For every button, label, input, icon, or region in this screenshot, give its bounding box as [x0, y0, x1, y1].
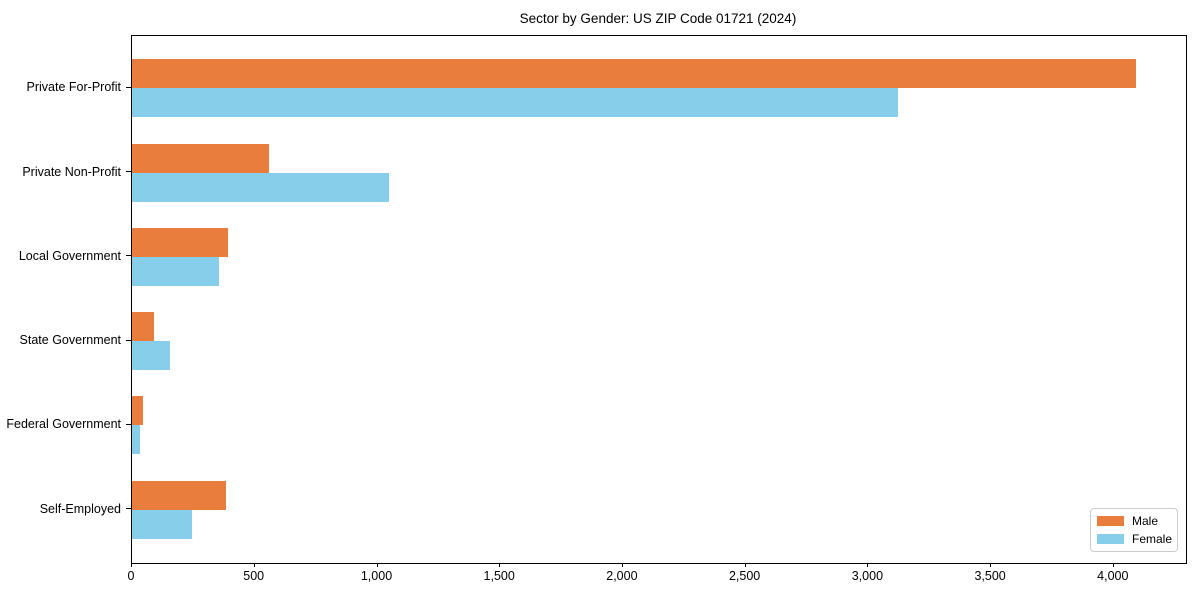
legend-swatch-male [1097, 516, 1124, 526]
bar-male-private-for-profit [132, 59, 1136, 89]
bar-female-self-employed [132, 509, 193, 539]
y-label-state-government: State Government [19, 333, 121, 347]
y-tick-local-government [126, 255, 131, 257]
legend-label-male: Male [1132, 514, 1159, 528]
y-tick-state-government [126, 339, 131, 341]
bar-female-federal-government [132, 425, 140, 455]
y-tick-private-non-profit [126, 171, 131, 172]
bar-female-private-for-profit [132, 88, 898, 118]
x-tick-label-0: 0 [127, 569, 135, 583]
x-tick-1500 [499, 563, 501, 567]
y-tick-federal-government [126, 423, 131, 425]
x-tick-500 [253, 563, 255, 567]
bar-male-private-non-profit [132, 143, 270, 173]
bar-male-local-government [132, 227, 228, 257]
x-tick-label-2500: 2,500 [728, 569, 761, 583]
x-tick-label-1000: 1,000 [360, 569, 393, 583]
legend-swatch-female [1097, 534, 1124, 544]
plot-area [131, 35, 1187, 564]
y-label-federal-government: Federal Government [6, 417, 121, 432]
x-tick-2000 [621, 563, 623, 567]
legend-entry-female: Female [1097, 532, 1173, 546]
bar-male-self-employed [132, 480, 227, 510]
legend: Male Female [1090, 508, 1178, 552]
bar-male-state-government [132, 312, 155, 342]
x-tick-3500 [990, 563, 992, 567]
bar-female-state-government [132, 341, 170, 371]
x-tick-label-3000: 3,000 [851, 569, 884, 583]
x-tick-label-3500: 3,500 [974, 569, 1006, 583]
y-tick-private-for-profit [126, 86, 131, 88]
y-label-private-for-profit: Private For-Profit [26, 80, 121, 95]
legend-label-female: Female [1132, 532, 1173, 546]
x-tick-label-1500: 1,500 [483, 569, 515, 583]
bar-female-private-non-profit [132, 172, 389, 202]
y-label-self-employed: Self-Employed [39, 501, 121, 516]
x-tick-label-4000: 4,000 [1097, 569, 1129, 583]
x-tick-2500 [744, 563, 746, 567]
chart-title: Sector by Gender: US ZIP Code 01721 (202… [519, 11, 797, 26]
x-tick-1000 [376, 563, 378, 567]
y-label-private-non-profit: Private Non-Profit [22, 164, 121, 179]
bar-female-local-government [132, 256, 219, 286]
bar-male-federal-government [132, 396, 144, 426]
x-tick-label-500: 500 [243, 569, 265, 583]
legend-entry-male: Male [1097, 514, 1171, 528]
x-tick-4000 [1112, 563, 1114, 567]
x-tick-label-2000: 2,000 [606, 569, 638, 583]
x-tick-0 [131, 563, 132, 567]
x-tick-3000 [867, 563, 869, 567]
y-label-local-government: Local Government [18, 248, 121, 263]
y-tick-self-employed [126, 508, 131, 509]
